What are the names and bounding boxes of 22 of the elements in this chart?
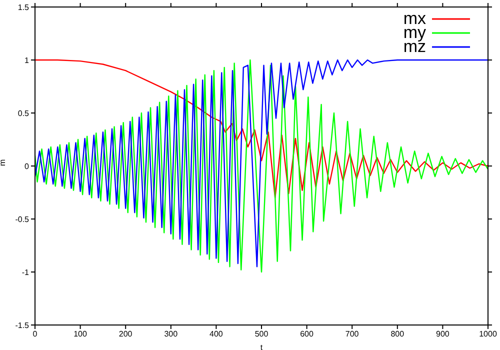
x-tick-label: 0 — [32, 330, 38, 339]
x-tick-label: 700 — [345, 330, 360, 339]
x-tick-label: 300 — [164, 330, 178, 339]
x-tick-label: 200 — [118, 330, 133, 339]
y-tick-label: 0 — [24, 162, 30, 171]
y-tick-label: -1 — [22, 268, 30, 277]
x-tick-label: 900 — [436, 330, 450, 339]
legend-label: mx — [403, 9, 426, 28]
x-tick-label: 800 — [390, 330, 405, 339]
y-axis-title: m — [0, 159, 7, 166]
x-tick-label: 1000 — [479, 330, 498, 339]
y-tick-label: 0.5 — [18, 108, 30, 118]
x-axis-title: t — [260, 343, 264, 350]
x-tick-label: 600 — [300, 330, 314, 339]
y-tick-label: -0.5 — [15, 214, 30, 224]
x-tick-label: 100 — [74, 330, 88, 339]
y-tick-label: -1.5 — [15, 320, 30, 330]
y-tick-label: 1 — [24, 56, 30, 65]
x-tick-label: 500 — [254, 330, 269, 339]
x-tick-label: 400 — [210, 330, 224, 339]
line-series — [35, 59, 488, 198]
y-tick-label: 1.5 — [18, 2, 30, 12]
